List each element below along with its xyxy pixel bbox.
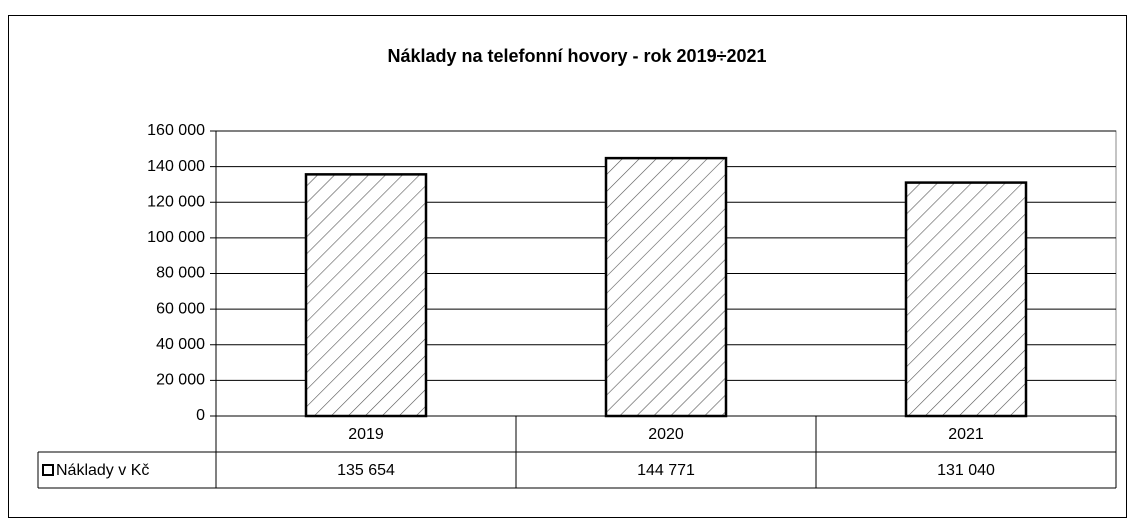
y-tick-label: 60 000 bbox=[156, 300, 205, 317]
data-label: 135 654 bbox=[337, 462, 395, 479]
legend-label: Náklady v Kč bbox=[56, 462, 149, 479]
y-tick-label: 20 000 bbox=[156, 372, 205, 389]
y-tick-label: 160 000 bbox=[147, 122, 205, 139]
x-tick-label: 2020 bbox=[648, 426, 684, 443]
data-label: 131 040 bbox=[937, 462, 995, 479]
bar bbox=[304, 173, 428, 418]
y-tick-label: 0 bbox=[196, 407, 205, 424]
x-tick-label: 2021 bbox=[948, 426, 984, 443]
y-tick-label: 120 000 bbox=[147, 193, 205, 210]
chart-title: Náklady na telefonní hovory - rok 2019÷2… bbox=[387, 46, 766, 66]
y-tick-label: 140 000 bbox=[147, 158, 205, 175]
y-tick-label: 80 000 bbox=[156, 265, 205, 282]
bar bbox=[604, 156, 728, 418]
y-tick-label: 40 000 bbox=[156, 336, 205, 353]
bar bbox=[904, 181, 1028, 418]
legend-key bbox=[42, 464, 54, 476]
x-tick-label: 2019 bbox=[348, 426, 384, 443]
data-label: 144 771 bbox=[637, 462, 695, 479]
y-tick-label: 100 000 bbox=[147, 229, 205, 246]
